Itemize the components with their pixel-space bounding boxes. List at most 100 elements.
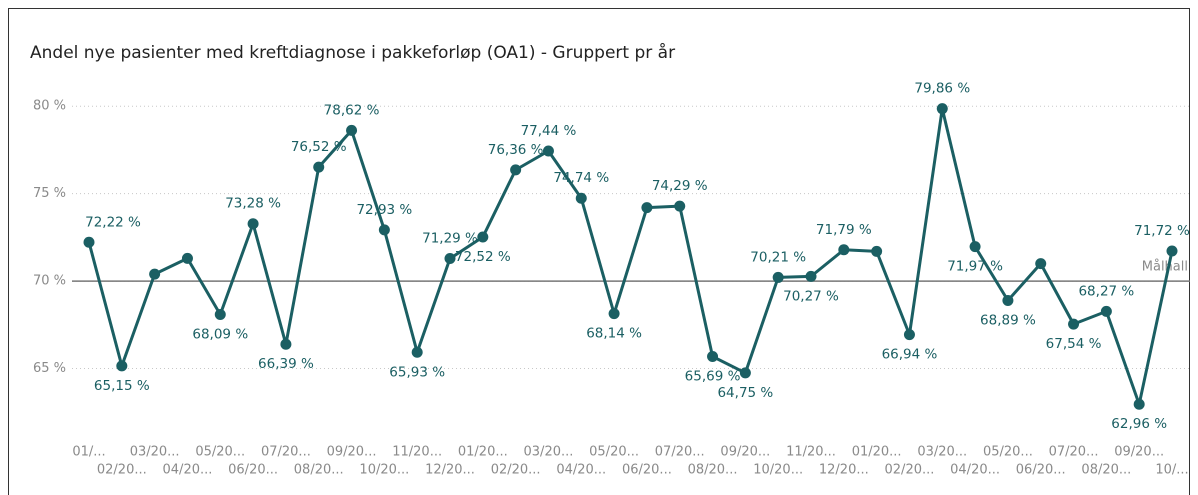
value-label: 67,54 % xyxy=(1046,336,1102,352)
x-tick-label: 01/20... xyxy=(852,445,902,460)
data-point xyxy=(116,360,128,372)
value-label: 68,89 % xyxy=(980,313,1036,329)
x-tick-label: 11/20... xyxy=(786,445,836,460)
x-tick-label: 02/20... xyxy=(491,463,541,478)
x-tick-label: 07/20... xyxy=(261,445,311,460)
value-label: 70,27 % xyxy=(783,288,839,304)
value-label: 64,75 % xyxy=(717,385,773,401)
x-tick-label: 11/20... xyxy=(392,445,442,460)
x-tick-label: 02/20... xyxy=(885,463,935,478)
x-tick-label: 08/20... xyxy=(688,463,738,478)
x-tick-label: 06/20... xyxy=(622,463,672,478)
data-point xyxy=(1068,318,1080,330)
x-tick-label: 04/20... xyxy=(556,463,606,478)
value-label: 79,86 % xyxy=(914,81,970,97)
data-point xyxy=(739,367,751,379)
x-tick-label: 10/... xyxy=(1155,463,1188,478)
data-point xyxy=(346,124,358,136)
data-point xyxy=(969,241,981,253)
value-label: 71,29 % xyxy=(422,231,478,247)
value-label: 70,21 % xyxy=(750,249,806,265)
data-point xyxy=(378,224,390,236)
value-label: 65,93 % xyxy=(389,364,445,380)
x-tick-label: 03/20... xyxy=(130,445,180,460)
data-point xyxy=(444,253,456,265)
x-tick-label: 01/... xyxy=(72,445,105,460)
value-label: 74,29 % xyxy=(652,178,708,194)
value-label: 73,28 % xyxy=(225,196,281,212)
value-label: 72,52 % xyxy=(455,249,511,265)
data-point xyxy=(805,270,817,282)
x-tick-label: 12/20... xyxy=(425,463,475,478)
data-point xyxy=(181,252,193,264)
x-tick-label: 10/20... xyxy=(359,463,409,478)
y-tick-label: 70 % xyxy=(33,274,66,289)
value-label: 66,39 % xyxy=(258,356,314,372)
value-label: 76,36 % xyxy=(488,142,544,158)
data-point xyxy=(1133,398,1145,410)
chart-title: Andel nye pasienter med kreftdiagnose i … xyxy=(30,42,675,63)
data-point xyxy=(280,338,292,350)
data-point xyxy=(1166,245,1178,257)
data-point xyxy=(707,350,719,362)
value-label: 71,79 % xyxy=(816,222,872,238)
data-point xyxy=(411,346,423,358)
x-tick-label: 08/20... xyxy=(1081,463,1131,478)
x-tick-label: 10/20... xyxy=(753,463,803,478)
x-tick-label: 03/20... xyxy=(917,445,967,460)
data-point xyxy=(1100,305,1112,317)
data-point xyxy=(313,161,325,173)
value-label: 65,15 % xyxy=(94,378,150,394)
data-point xyxy=(477,231,489,243)
data-point xyxy=(871,245,883,257)
x-tick-label: 05/20... xyxy=(983,445,1033,460)
value-label: 71,72 % xyxy=(1134,223,1190,239)
x-tick-label: 02/20... xyxy=(97,463,147,478)
y-tick-label: 80 % xyxy=(33,99,66,114)
data-point xyxy=(510,164,522,176)
value-label: 77,44 % xyxy=(521,123,577,139)
value-label: 71,97 % xyxy=(947,259,1003,275)
x-tick-label: 08/20... xyxy=(294,463,344,478)
frame xyxy=(8,8,1190,495)
y-tick-label: 75 % xyxy=(33,186,66,201)
value-label: 74,74 % xyxy=(553,170,609,186)
reference-label: Målhall xyxy=(1142,260,1188,275)
data-point xyxy=(83,236,95,248)
x-tick-label: 01/20... xyxy=(458,445,508,460)
x-tick-label: 04/20... xyxy=(950,463,1000,478)
data-point xyxy=(674,200,686,212)
value-label: 76,52 % xyxy=(291,139,347,155)
data-point xyxy=(838,244,850,256)
data-point xyxy=(936,103,948,115)
x-tick-label: 04/20... xyxy=(163,463,213,478)
value-label: 68,27 % xyxy=(1078,283,1134,299)
x-tick-label: 06/20... xyxy=(228,463,278,478)
x-tick-label: 03/20... xyxy=(524,445,574,460)
value-label: 72,22 % xyxy=(85,214,141,230)
value-label: 62,96 % xyxy=(1111,416,1167,432)
value-label: 72,93 % xyxy=(356,202,412,218)
data-point xyxy=(149,268,161,280)
x-tick-label: 09/20... xyxy=(327,445,377,460)
data-point xyxy=(247,218,259,230)
data-point xyxy=(608,308,620,320)
x-tick-label: 05/20... xyxy=(195,445,245,460)
value-label: 68,14 % xyxy=(586,326,642,342)
x-tick-label: 09/20... xyxy=(1114,445,1164,460)
data-point xyxy=(575,192,587,204)
data-point xyxy=(1035,258,1047,270)
data-point xyxy=(542,145,554,157)
value-label: 68,09 % xyxy=(192,327,248,343)
data-point xyxy=(641,202,653,214)
x-tick-label: 07/20... xyxy=(1049,445,1099,460)
x-tick-label: 07/20... xyxy=(655,445,705,460)
data-point xyxy=(1002,295,1014,307)
data-point xyxy=(903,329,915,341)
x-tick-label: 09/20... xyxy=(720,445,770,460)
data-point xyxy=(214,309,226,321)
value-label: 66,94 % xyxy=(882,347,938,363)
x-tick-label: 06/20... xyxy=(1016,463,1066,478)
y-tick-label: 65 % xyxy=(33,361,66,376)
